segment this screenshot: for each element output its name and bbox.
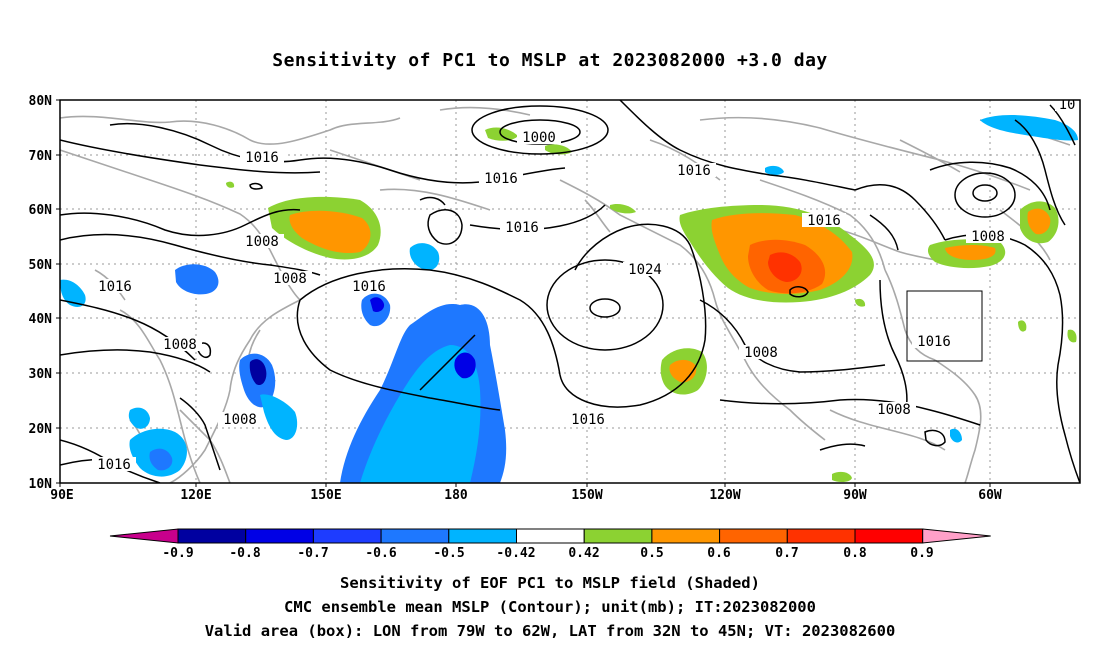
contour-label: 1016 [97,457,131,473]
contour-label: 1016 [98,279,132,295]
colorbar-segment [651,528,721,544]
colorbar-segment [583,528,653,544]
y-tick-label: 60N [29,203,53,218]
colorbar-tick-label: 0.7 [775,546,798,561]
mslp-contours [60,100,1080,483]
colorbar-tick-label: -0.42 [496,546,535,561]
contour-label: 1008 [245,234,279,250]
colorbar-tick-label: 0.5 [640,546,663,561]
caption-line-2: CMC ensemble mean MSLP (Contour); unit(m… [284,598,816,616]
contour-label: 1016 [571,412,605,428]
x-tick-label: 60W [978,488,1002,503]
contour-label: 1000 [522,130,556,146]
colorbar-tick-label: 0.6 [707,546,731,561]
x-axis: 90E 120E 150E 180 150W 120W 90W 60W [50,483,1002,503]
contour-label: 1016 [807,213,841,229]
y-tick-label: 30N [29,367,53,382]
colorbar-tick-label: 0.8 [843,546,867,561]
contour-label: 1016 [245,150,279,166]
y-tick-label: 10N [29,477,53,492]
colorbar-segment [786,528,856,544]
caption-line-3: Valid area (box): LON from 79W to 62W, L… [204,622,896,640]
colorbar-segment [177,528,247,544]
caption-line-1: Sensitivity of EOF PC1 to MSLP field (Sh… [340,574,760,592]
colorbar-segment [245,528,314,544]
y-axis: 80N 70N 60N 50N 40N 30N 20N 10N [29,94,60,492]
colorbar-tick-label: -0.9 [162,546,193,561]
x-tick-label: 120E [180,488,211,503]
contour-labels: 1000 1016 1016 1016 1016 1016 1008 1008 … [92,97,1079,473]
y-tick-label: 80N [29,94,53,109]
colorbar-segment [312,528,382,544]
contour-label: 1008 [163,337,197,353]
x-tick-label: 90W [843,488,867,503]
contour-label: 1008 [971,229,1005,245]
sensitivity-shading [60,115,1078,483]
map-title: Sensitivity of PC1 to MSLP at 2023082000… [272,50,828,71]
contour-label: 1008 [744,345,778,361]
x-tick-label: 180 [444,488,468,503]
x-tick-label: 150E [310,488,341,503]
x-tick-label: 150W [571,488,602,503]
colorbar-segment [854,528,924,544]
contour-label: 1008 [273,271,307,287]
y-tick-label: 20N [29,422,53,437]
valid-area-box [906,290,983,362]
colorbar-extend-high [922,528,991,544]
map-frame [59,99,1081,484]
contour-label: 1016 [484,171,518,187]
y-tick-label: 50N [29,258,53,273]
colorbar-tick-label: 0.9 [910,546,933,561]
contour-label: 1008 [223,412,257,428]
contour-label: 1016 [917,334,951,350]
contour-label: 1016 [505,220,539,236]
colorbar-tick-label: 0.42 [568,546,599,561]
colorbar-tick-label: -0.7 [297,546,328,561]
y-tick-label: 40N [29,312,53,327]
x-tick-label: 120W [709,488,740,503]
colorbar-segment [448,528,517,544]
colorbar [109,528,991,544]
colorbar-segment [516,528,585,544]
colorbar-tick-label: -0.8 [229,546,260,561]
y-tick-label: 70N [29,149,53,164]
contour-label: 1024 [628,262,662,278]
colorbar-segment [719,528,788,544]
colorbar-tick-label: -0.5 [433,546,464,561]
contour-label: 1016 [677,163,711,179]
colorbar-ticks: -0.9 -0.8 -0.7 -0.6 -0.5 -0.42 0.42 0.5 … [162,546,933,561]
colorbar-segment [380,528,450,544]
contour-label: 1008 [877,402,911,418]
contour-label: 10 [1059,97,1076,113]
coastlines [60,106,1071,483]
contour-label: 1016 [352,279,386,295]
colorbar-tick-label: -0.6 [365,546,396,561]
x-tick-label: 90E [50,488,73,503]
colorbar-extend-low [109,528,179,544]
